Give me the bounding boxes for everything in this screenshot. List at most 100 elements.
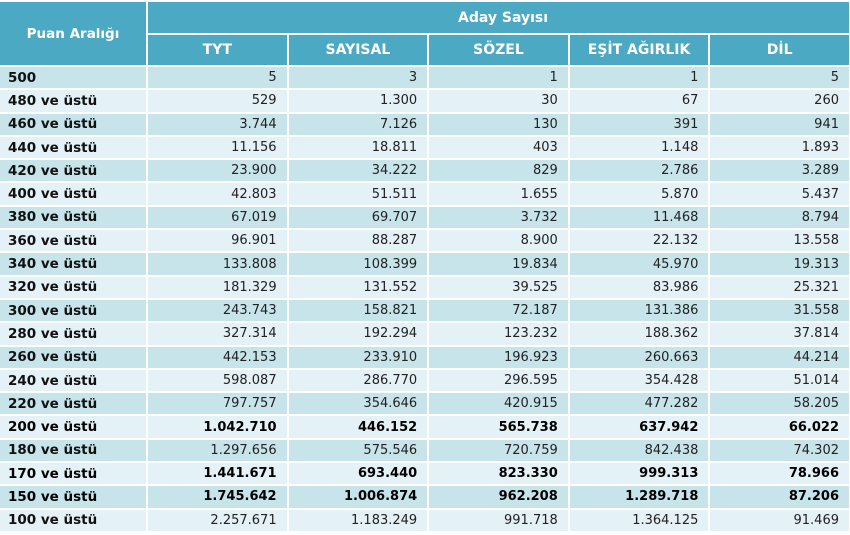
count-cell: 13.558	[710, 230, 849, 252]
score-range-cell: 320 ve üstü	[0, 276, 146, 298]
count-cell: 196.923	[429, 346, 568, 368]
count-cell: 23.900	[148, 160, 287, 182]
table-row: 240 ve üstü 598.087 286.770 296.595 354.428 5…	[0, 369, 849, 392]
count-cell: 131.552	[288, 276, 428, 298]
count-cell: 1.364.125	[569, 509, 709, 531]
candidate-count-header: Aday Sayısı	[148, 2, 849, 33]
count-cell: 1.893	[710, 136, 849, 159]
table-row: 300 ve üstü 243.743 158.821 72.187 131.386 31…	[0, 299, 849, 322]
count-cell: 30	[429, 90, 568, 112]
score-range-cell: 240 ve üstü	[0, 369, 146, 392]
count-cell: 1.148	[569, 136, 709, 159]
count-cell: 1.183.249	[288, 509, 428, 531]
column-header-dil: DİL	[710, 35, 849, 65]
score-range-cell: 170 ve üstü	[0, 463, 146, 485]
count-cell: 51.014	[710, 369, 849, 392]
count-cell: 1.006.874	[288, 486, 428, 508]
score-range-cell: 400 ve üstü	[0, 183, 146, 205]
score-range-cell: 150 ve üstü	[0, 486, 146, 508]
count-cell: 11.156	[148, 136, 287, 159]
score-range-cell: 300 ve üstü	[0, 299, 146, 322]
count-cell: 327.314	[148, 323, 287, 345]
count-cell: 354.646	[288, 393, 428, 415]
count-cell: 45.970	[569, 253, 709, 275]
count-cell: 22.132	[569, 230, 709, 252]
table-row: 170 ve üstü 1.441.671 693.440 823.330 999.31…	[0, 463, 849, 485]
column-header-esit-agirlik: EŞİT AĞIRLIK	[569, 35, 709, 65]
table-row: 500 5 3 1 1 5	[0, 67, 849, 89]
count-cell: 233.910	[288, 346, 428, 368]
count-cell: 39.525	[429, 276, 568, 298]
count-cell: 260.663	[569, 346, 709, 368]
count-cell: 1	[569, 67, 709, 89]
count-cell: 720.759	[429, 439, 568, 462]
count-cell: 1.300	[288, 90, 428, 112]
count-cell: 693.440	[288, 463, 428, 485]
count-cell: 575.546	[288, 439, 428, 462]
column-header-sozel: SÖZEL	[429, 35, 568, 65]
table-row: 360 ve üstü 96.901 88.287 8.900 22.132 13.558	[0, 230, 849, 252]
count-cell: 19.313	[710, 253, 849, 275]
count-cell: 403	[429, 136, 568, 159]
count-cell: 123.232	[429, 323, 568, 345]
score-range-cell: 220 ve üstü	[0, 393, 146, 415]
count-cell: 58.205	[710, 393, 849, 415]
count-cell: 1.297.656	[148, 439, 287, 462]
count-cell: 72.187	[429, 299, 568, 322]
count-cell: 108.399	[288, 253, 428, 275]
count-cell: 991.718	[429, 509, 568, 531]
count-cell: 5.870	[569, 183, 709, 205]
count-cell: 1.655	[429, 183, 568, 205]
count-cell: 391	[569, 113, 709, 135]
count-cell: 31.558	[710, 299, 849, 322]
count-cell: 69.707	[288, 206, 428, 229]
count-cell: 598.087	[148, 369, 287, 392]
count-cell: 823.330	[429, 463, 568, 485]
count-cell: 296.595	[429, 369, 568, 392]
count-cell: 8.900	[429, 230, 568, 252]
count-cell: 51.511	[288, 183, 428, 205]
count-cell: 529	[148, 90, 287, 112]
count-cell: 446.152	[288, 416, 428, 438]
score-range-cell: 280 ve üstü	[0, 323, 146, 345]
count-cell: 5	[710, 67, 849, 89]
table-row: 180 ve üstü 1.297.656 575.546 720.759 842.43…	[0, 439, 849, 462]
count-cell: 842.438	[569, 439, 709, 462]
count-cell: 91.469	[710, 509, 849, 531]
count-cell: 37.814	[710, 323, 849, 345]
score-range-cell: 460 ve üstü	[0, 113, 146, 135]
count-cell: 34.222	[288, 160, 428, 182]
count-cell: 87.206	[710, 486, 849, 508]
count-cell: 1	[429, 67, 568, 89]
score-range-cell: 260 ve üstü	[0, 346, 146, 368]
count-cell: 442.153	[148, 346, 287, 368]
count-cell: 1.441.671	[148, 463, 287, 485]
score-range-cell: 440 ve üstü	[0, 136, 146, 159]
count-cell: 3.744	[148, 113, 287, 135]
table-row: 420 ve üstü 23.900 34.222 829 2.786 3.289	[0, 160, 849, 182]
count-cell: 3.289	[710, 160, 849, 182]
count-cell: 83.986	[569, 276, 709, 298]
score-range-cell: 200 ve üstü	[0, 416, 146, 438]
count-cell: 74.302	[710, 439, 849, 462]
count-cell: 5	[148, 67, 287, 89]
count-cell: 8.794	[710, 206, 849, 229]
count-cell: 188.362	[569, 323, 709, 345]
count-cell: 133.808	[148, 253, 287, 275]
score-range-cell: 340 ve üstü	[0, 253, 146, 275]
count-cell: 19.834	[429, 253, 568, 275]
table-row: 320 ve üstü 181.329 131.552 39.525 83.986 25.…	[0, 276, 849, 298]
header-row-group: Puan Aralığı Aday Sayısı	[0, 2, 849, 65]
count-cell: 1.289.718	[569, 486, 709, 508]
count-cell: 7.126	[288, 113, 428, 135]
table-row: 480 ve üstü 529 1.300 30 67 260	[0, 90, 849, 112]
score-range-cell: 480 ve üstü	[0, 90, 146, 112]
table-row: 440 ve üstü 11.156 18.811 403 1.148 1.893	[0, 136, 849, 159]
count-cell: 130	[429, 113, 568, 135]
count-cell: 797.757	[148, 393, 287, 415]
count-cell: 286.770	[288, 369, 428, 392]
table-row: 400 ve üstü 42.803 51.511 1.655 5.870 5.437	[0, 183, 849, 205]
count-cell: 260	[710, 90, 849, 112]
count-cell: 25.321	[710, 276, 849, 298]
table-row: 220 ve üstü 797.757 354.646 420.915 477.282 5…	[0, 393, 849, 415]
